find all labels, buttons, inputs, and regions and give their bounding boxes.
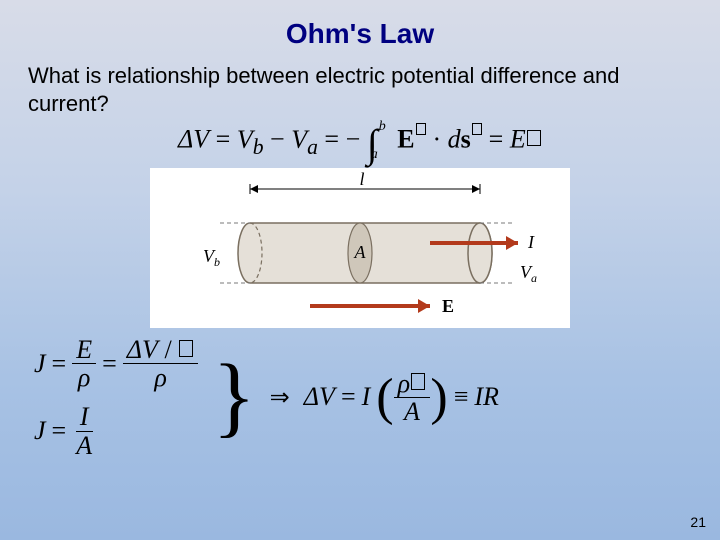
implies-symbol: ⇒ — [270, 383, 290, 412]
slide-question: What is relationship between electric po… — [28, 62, 692, 117]
box-glyph-icon — [411, 373, 425, 390]
length-label: l — [359, 169, 364, 189]
slide-title: Ohm's Law — [28, 18, 692, 50]
box-glyph-icon — [527, 130, 541, 147]
box-glyph-icon — [179, 340, 193, 357]
vector-box-icon — [416, 123, 426, 135]
conductor-diagram: l A Vb Va I E — [150, 168, 570, 328]
equation-j-e: J = E ρ = ΔV / ρ — [34, 336, 198, 392]
current-label: I — [527, 232, 535, 252]
slide: Ohm's Law What is relationship between e… — [0, 0, 720, 540]
equation-delta-v: ΔΔVV = Vb − Va = − ∫ b a E · ds = E — [28, 123, 692, 160]
vector-box-icon — [472, 123, 482, 135]
page-number: 21 — [690, 514, 706, 530]
area-label: A — [354, 242, 367, 262]
equation-j-i: J = I A — [34, 403, 198, 459]
equations-bottom: J = E ρ = ΔV / ρ J = I A — [28, 336, 692, 459]
equation-ohms-law: ΔV = I ( ρ A ) ≡ IR — [304, 370, 499, 426]
vb-label: Vb — [203, 246, 220, 269]
efield-label: E — [442, 296, 454, 316]
va-label: Va — [520, 262, 537, 285]
brace-icon: } — [212, 361, 255, 433]
left-equations: J = E ρ = ΔV / ρ J = I A — [34, 336, 198, 459]
